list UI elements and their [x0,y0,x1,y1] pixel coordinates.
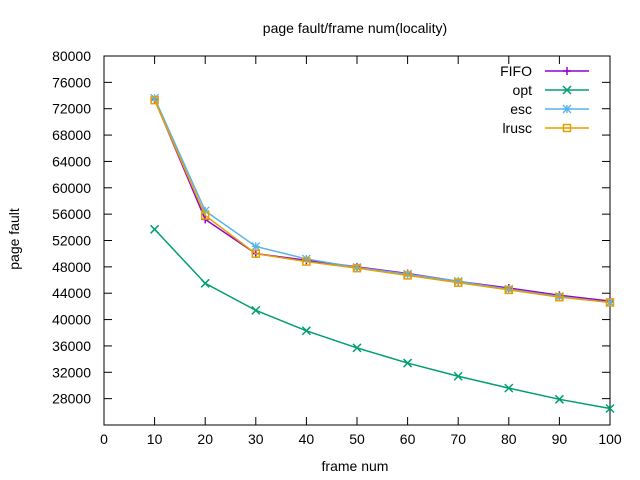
y-tick-label: 28000 [52,391,91,407]
data-point [200,278,210,288]
x-tick-label: 70 [450,431,466,447]
x-axis-label: frame num [322,458,389,474]
data-point [251,249,261,258]
data-point [352,343,362,353]
legend-label: lrusc [502,120,532,136]
legend-marker [562,85,572,95]
x-tick-label: 30 [248,431,264,447]
series-line [154,228,611,410]
data-point [150,95,159,105]
chart-title: page fault/frame num(locality) [263,20,447,36]
legend-label: FIFO [500,63,532,79]
y-tick-label: 60000 [52,180,91,196]
axis-ticks: 0 10 20 30 40 50 60 70 80 90 100 28000 32000 36000 400… [52,48,622,447]
data-point [301,254,311,264]
data-point [554,394,564,404]
y-tick-label: 48000 [52,259,91,275]
y-tick-label: 32000 [52,364,91,380]
data-point [150,224,160,234]
data-point [453,276,463,286]
x-tick-label: 20 [197,431,213,447]
data-point [403,269,413,279]
data-point [403,358,413,368]
legend-label: esc [510,101,532,117]
y-tick-label: 68000 [52,127,91,143]
y-tick-label: 52000 [52,233,91,249]
series-opt [150,224,615,414]
legend-marker [562,104,572,114]
x-tick-label: 40 [299,431,315,447]
x-tick-label: 50 [349,431,365,447]
data-point [504,285,514,295]
data-point [504,383,514,393]
series-lrusc [150,95,615,307]
series-fifo [150,95,614,306]
data-point [605,298,615,307]
data-point [453,371,463,381]
x-tick-label: 100 [598,431,622,447]
x-tick-label: 80 [501,431,517,447]
data-point [352,263,362,273]
legend: FIFO opt esc lrusc [500,63,589,136]
legend-label: opt [513,82,533,98]
y-axis-label: page fault [6,208,22,270]
legend-marker [563,67,571,75]
y-tick-label: 44000 [52,285,91,301]
y-tick-label: 56000 [52,206,91,222]
data-point [403,271,412,280]
series-layer [150,93,615,414]
data-point [251,305,261,315]
y-tick-label: 40000 [52,312,91,328]
data-point [301,326,311,336]
data-point [150,93,160,103]
data-point [605,403,615,414]
x-tick-label: 10 [147,431,163,447]
y-tick-label: 76000 [52,74,91,90]
x-tick-label: 90 [552,431,568,447]
data-point [302,257,311,266]
y-tick-label: 36000 [52,338,91,354]
y-tick-label: 72000 [52,101,91,117]
data-point [555,292,564,302]
data-point [251,241,261,251]
plot-frame [103,55,611,426]
y-tick-label: 64000 [52,153,91,169]
x-tick-label: 60 [400,431,416,447]
legend-marker [562,123,572,133]
series-line [153,99,611,304]
series-esc [150,93,615,307]
data-point [453,278,463,287]
x-tick-label: 0 [100,431,108,447]
data-point [200,211,210,220]
data-point [200,206,210,216]
y-tick-label: 80000 [52,48,91,64]
